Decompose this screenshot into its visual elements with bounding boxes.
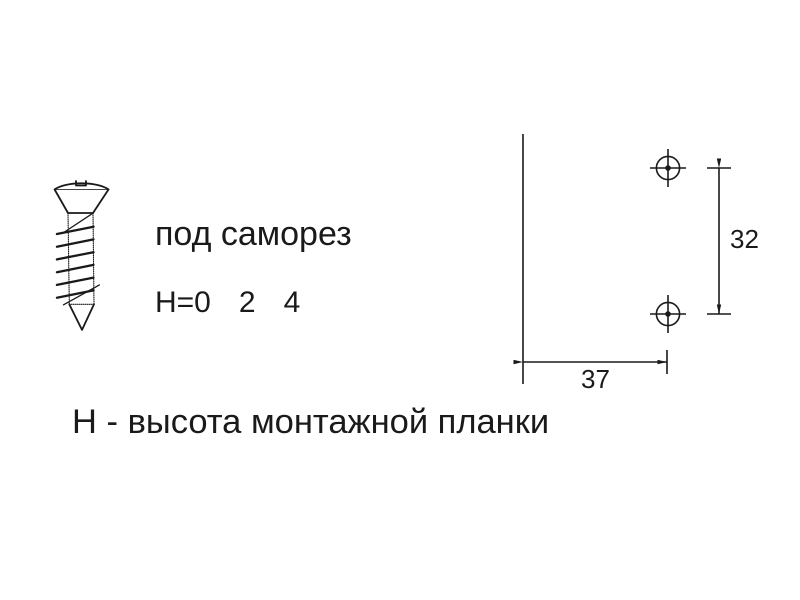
svg-text:H=024: H=0 2 4 xyxy=(155,286,300,319)
svg-text:Н - высота монтажной планки: Н - высота монтажной планки xyxy=(72,403,549,441)
svg-text:37: 37 xyxy=(581,364,610,394)
svg-text:32: 32 xyxy=(730,224,759,254)
svg-text:под саморез: под саморез xyxy=(155,215,352,253)
